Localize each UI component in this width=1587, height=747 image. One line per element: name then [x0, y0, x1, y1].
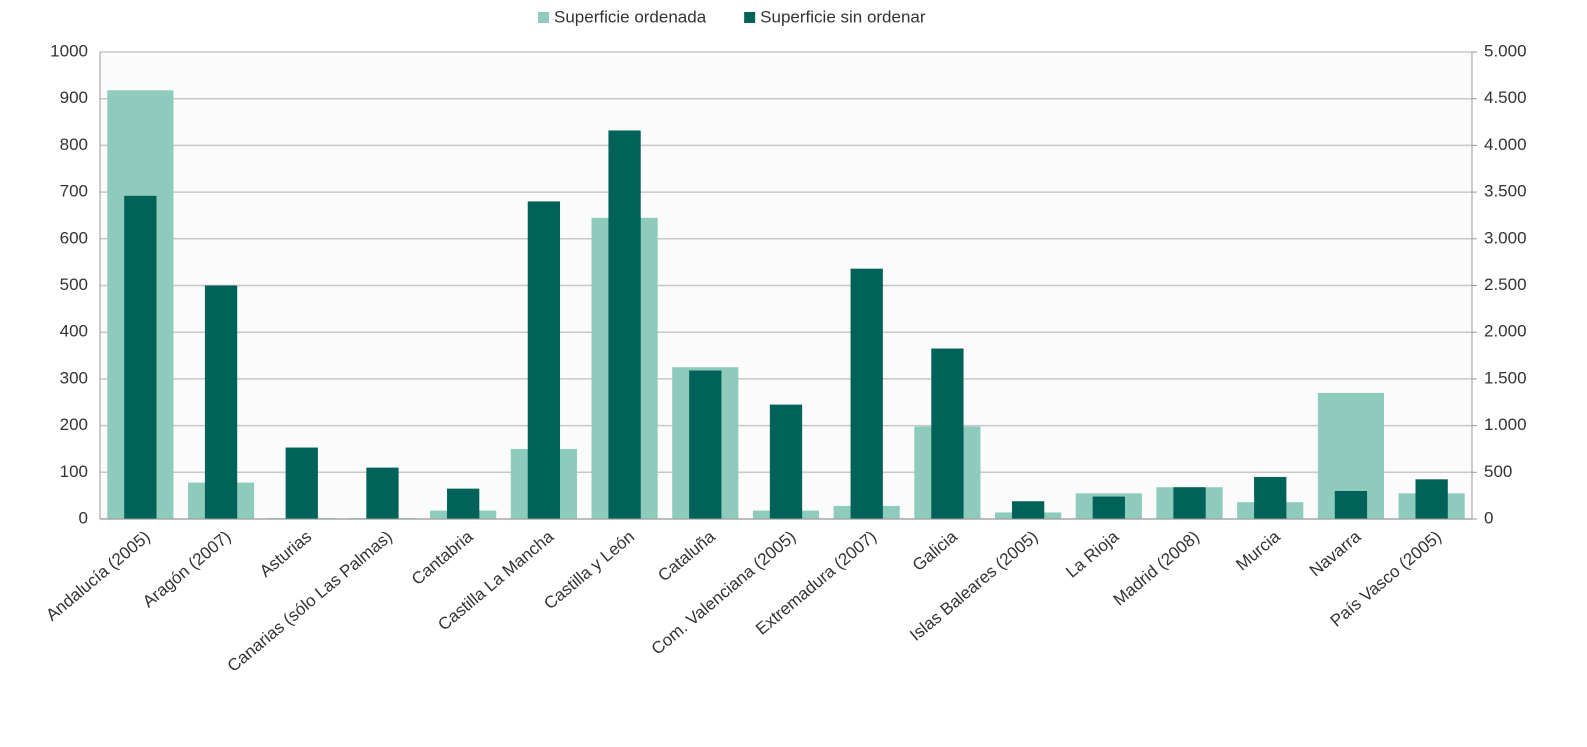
x-tick-label: La Rioja: [1062, 527, 1122, 582]
bar: [850, 268, 883, 519]
y-tick-label: 500: [60, 275, 88, 294]
x-tick-label: Madrid (2008): [1110, 527, 1203, 610]
y2-tick-label: 3.500: [1484, 182, 1527, 201]
y-tick-label: 600: [60, 228, 88, 247]
bar: [608, 130, 641, 519]
y2-tick-label: 1.000: [1484, 415, 1527, 434]
legend-label: Superficie sin ordenar: [760, 7, 926, 26]
y-tick-label: 400: [60, 322, 88, 341]
y-tick-label: 900: [60, 88, 88, 107]
bar: [366, 467, 399, 519]
y-tick-label: 700: [60, 182, 88, 201]
x-tick-label: Aragón (2007): [139, 527, 234, 611]
legend-swatch: [744, 12, 756, 23]
bar: [1173, 487, 1206, 519]
y2-tick-label: 4.000: [1484, 135, 1527, 154]
y-tick-label: 200: [60, 415, 88, 434]
x-tick-label: Navarra: [1306, 527, 1365, 581]
bar: [769, 404, 803, 519]
bar: [1011, 501, 1045, 519]
x-tick-label: Canarias (sólo Las Palmas): [224, 527, 396, 676]
y-tick-label: 1000: [50, 41, 88, 60]
y2-tick-label: 1.500: [1484, 368, 1527, 387]
bar: [1254, 476, 1287, 519]
legend-label: Superficie ordenada: [554, 7, 707, 26]
y2-tick-label: 4.500: [1484, 88, 1527, 107]
bar: [1092, 496, 1125, 519]
bar: [447, 488, 480, 519]
bar: [124, 195, 157, 519]
x-tick-label: Galicia: [909, 527, 961, 575]
y2-tick-label: 0: [1484, 508, 1493, 527]
x-tick-label: Com. Valenciana (2005): [648, 527, 800, 659]
y-tick-label: 100: [60, 462, 88, 481]
x-tick-label: Cantabria: [408, 527, 477, 589]
x-tick-label: Cataluña: [654, 527, 719, 586]
x-tick-label: Asturias: [256, 527, 315, 581]
x-tick-label: Murcia: [1232, 527, 1284, 575]
y2-tick-label: 2.500: [1484, 275, 1527, 294]
y2-tick-label: 3.000: [1484, 228, 1527, 247]
bar: [689, 370, 722, 519]
bar: [204, 285, 238, 519]
legend-swatch: [538, 12, 549, 23]
x-tick-label: Andalucía (2005): [42, 527, 153, 625]
bar: [285, 447, 318, 519]
y2-tick-label: 5.000: [1484, 41, 1527, 60]
bar: [527, 201, 561, 519]
bar: [1415, 479, 1448, 519]
bar: [931, 348, 964, 519]
y-tick-label: 0: [79, 508, 88, 527]
y2-tick-label: 500: [1484, 462, 1512, 481]
y-tick-label: 800: [60, 135, 88, 154]
bar: [1334, 490, 1368, 519]
y2-tick-label: 2.000: [1484, 322, 1527, 341]
y-tick-label: 300: [60, 368, 88, 387]
